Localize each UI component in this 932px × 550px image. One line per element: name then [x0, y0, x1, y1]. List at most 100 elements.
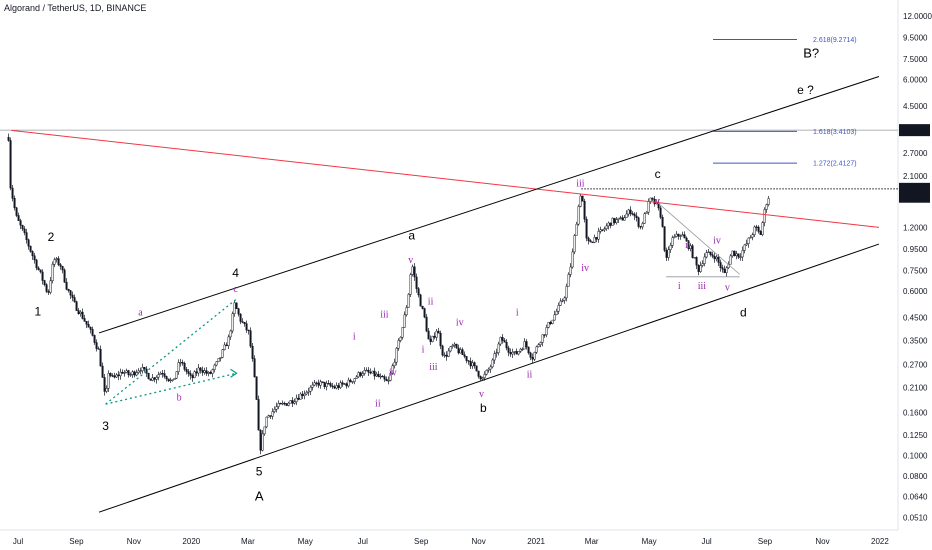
candle-body	[437, 330, 440, 334]
candle-body	[473, 362, 476, 367]
candle-body	[45, 284, 48, 292]
candle-body	[381, 375, 384, 378]
wave-label: v	[408, 255, 413, 266]
candle-body	[85, 321, 88, 325]
candle-body	[735, 253, 738, 256]
candle-body	[293, 401, 296, 404]
candle-body	[529, 352, 532, 358]
candle-body	[83, 318, 86, 322]
candle-body	[737, 253, 740, 258]
price-axis-badge-label: 1.8243	[902, 185, 927, 194]
candle-body	[335, 385, 338, 389]
candle-body	[585, 218, 588, 239]
candle-body	[637, 217, 640, 227]
candle-body	[337, 385, 340, 388]
candle-body	[277, 403, 280, 407]
time-tick-label: Nov	[127, 537, 141, 546]
candle-body	[161, 372, 164, 375]
candle-body	[145, 368, 148, 374]
candle-body	[177, 362, 180, 372]
candle-body	[221, 349, 224, 358]
candle-body	[667, 249, 670, 258]
price-tick-label: 0.4500	[903, 313, 928, 322]
candle-body	[573, 235, 576, 253]
candle-body	[107, 373, 110, 389]
candle-body	[407, 294, 410, 308]
candle-body	[51, 263, 54, 281]
candle-body	[519, 348, 522, 352]
wave-label: iv	[581, 263, 589, 274]
candle-body	[495, 352, 498, 354]
wave-label: 1	[34, 304, 41, 318]
candle-body	[461, 349, 464, 356]
candle-body	[41, 271, 44, 281]
time-tick-label: May	[642, 537, 657, 546]
candle-body	[705, 252, 708, 258]
chart-title: Algorand / TetherUS, 1D, BINANCE	[4, 3, 147, 13]
candle-body	[319, 381, 322, 386]
candle-body	[173, 377, 176, 381]
candle-body	[281, 402, 284, 405]
candle-body	[751, 234, 754, 238]
candle-body	[613, 217, 616, 224]
candle-body	[235, 302, 238, 309]
price-tick-label: 1.2000	[903, 223, 928, 232]
candle-body	[229, 330, 232, 338]
candle-body	[377, 373, 380, 377]
candle-body	[205, 370, 208, 374]
price-tick-label: 0.2700	[903, 360, 928, 369]
candle-body	[575, 223, 578, 236]
candle-body	[97, 348, 100, 350]
channel-upper-line	[98, 76, 880, 334]
candle-body	[597, 231, 600, 240]
candle-body	[601, 229, 604, 231]
candle-body	[309, 387, 312, 392]
candle-body	[121, 371, 124, 374]
candle-body	[673, 236, 676, 238]
candle-body	[549, 321, 552, 324]
candle-body	[111, 375, 114, 377]
candle-body	[761, 222, 764, 235]
time-tick-label: Nov	[472, 537, 486, 546]
candle-body	[365, 369, 368, 372]
candle-body	[689, 245, 692, 249]
candle-body	[449, 346, 452, 352]
candle-body	[563, 297, 566, 301]
candle-body	[193, 371, 196, 379]
wave-label: v	[725, 283, 730, 294]
candle-body	[471, 362, 474, 367]
price-tick-label: 0.1600	[903, 408, 928, 417]
candle-body	[341, 382, 344, 385]
price-axis-badge	[899, 124, 930, 137]
candle-body	[49, 280, 52, 293]
candle-body	[681, 234, 684, 237]
candle-body	[129, 374, 132, 376]
candle-body	[493, 353, 496, 361]
candle-body	[269, 415, 272, 417]
candle-body	[695, 257, 698, 266]
candle-body	[641, 223, 644, 228]
wave-label: iii	[429, 362, 438, 373]
candle-body	[699, 265, 702, 272]
candle-body	[327, 383, 330, 385]
candle-body	[25, 232, 28, 241]
candle-body	[363, 370, 366, 374]
candle-body	[73, 297, 76, 302]
candle-body	[351, 381, 354, 383]
wave-label: v	[479, 389, 484, 400]
candle-body	[57, 258, 60, 265]
wave-label: iv	[456, 318, 464, 329]
candle-body	[137, 370, 140, 373]
candle-body	[649, 197, 652, 202]
candle-body	[431, 335, 434, 342]
fib-level-label: 2.618(9.2714)	[813, 37, 857, 44]
time-tick-label: Jul	[358, 537, 368, 546]
wave-label: 2	[48, 230, 55, 244]
candle-body	[47, 291, 50, 293]
candle-body	[339, 382, 342, 388]
candle-body	[625, 213, 628, 218]
candle-body	[483, 374, 486, 379]
candle-body	[55, 258, 58, 260]
